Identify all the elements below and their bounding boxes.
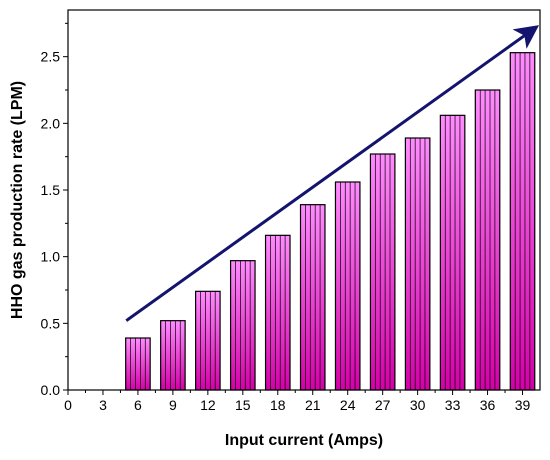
x-tick-label: 39 (515, 397, 531, 413)
trend-arrow-layer (125, 25, 540, 322)
x-tick-label: 18 (270, 397, 286, 413)
bar (509, 52, 536, 391)
x-tick-label: 21 (305, 397, 321, 413)
bar (369, 153, 396, 391)
bar (264, 234, 291, 391)
x-tick-label: 12 (200, 397, 216, 413)
x-tick-label: 36 (480, 397, 496, 413)
y-axis-title: HHO gas production rate (LPM) (9, 81, 26, 319)
bar (334, 181, 361, 391)
x-tick-label: 9 (169, 397, 177, 413)
trend-arrow (125, 25, 540, 322)
bar (195, 290, 221, 391)
x-tick-label: 6 (134, 397, 142, 413)
bar (474, 89, 501, 391)
y-tick-label: 2.0 (41, 115, 61, 131)
x-axis-title: Input current (Amps) (225, 432, 383, 449)
bars-layer (125, 52, 536, 391)
bar (160, 320, 186, 391)
x-tick-label: 27 (375, 397, 391, 413)
ticks-layer: 0 3 6 9 12 15 18 21 24 27 30 33 36 390.00.51.01.52.02… (41, 22, 531, 413)
y-tick-label: 0.5 (41, 315, 61, 331)
plot-frame (67, 9, 541, 391)
y-tick-label: 1.0 (41, 249, 61, 265)
y-tick-label: 1.5 (41, 182, 61, 198)
y-tick-label: 2.5 (41, 49, 61, 65)
x-tick-label: 15 (235, 397, 251, 413)
bar (439, 114, 466, 391)
x-tick-label: 24 (340, 397, 356, 413)
x-tick-label: 0 (64, 397, 72, 413)
x-tick-label: 30 (410, 397, 426, 413)
bar (404, 137, 431, 391)
bar (229, 260, 256, 391)
x-tick-label: 3 (99, 397, 107, 413)
x-tick-label: 33 (445, 397, 461, 413)
bar (125, 337, 151, 391)
bar (299, 204, 326, 391)
y-tick-label: 0.0 (41, 382, 61, 398)
